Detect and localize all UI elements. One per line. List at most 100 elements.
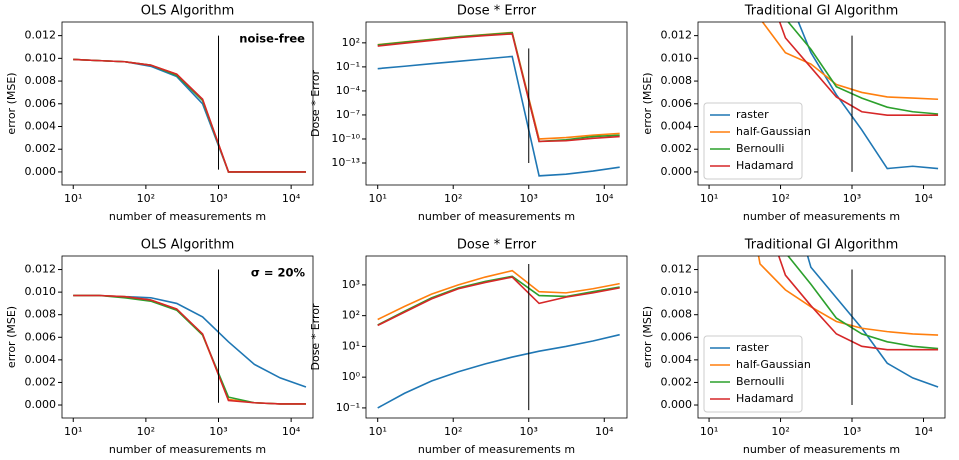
x-axis-label: number of measurements m	[743, 443, 900, 456]
y-tick-label: 0.004	[25, 353, 57, 366]
x-tick-label: 10²	[771, 425, 789, 438]
annotation: noise-free	[239, 32, 305, 46]
x-tick-label: 10²	[137, 425, 155, 438]
x-tick-label: 10³	[520, 425, 538, 438]
x-tick-label: 10¹	[368, 192, 386, 205]
x-axis-label: number of measurements m	[418, 210, 575, 223]
series-line	[377, 269, 620, 321]
x-tick-label: 10⁴	[282, 192, 301, 205]
y-tick-label: 0.006	[661, 97, 693, 110]
series-line	[73, 58, 306, 173]
y-axis-label: error (MSE)	[5, 306, 18, 368]
x-tick-label: 10¹	[64, 192, 82, 205]
y-tick-label: 0.002	[661, 375, 693, 388]
chart-title: Dose * Error	[457, 238, 537, 253]
series-line	[787, 256, 939, 350]
series-line	[73, 58, 306, 173]
axes-frame	[61, 21, 314, 186]
annotation: σ = 20%	[251, 266, 306, 280]
x-tick-label: 10¹	[64, 425, 82, 438]
x-tick-label: 10⁴	[914, 425, 933, 438]
y-tick-label: 10⁻⁴	[336, 84, 361, 97]
plot-area	[377, 31, 620, 177]
x-axis-label: number of measurements m	[418, 443, 575, 456]
legend-label: raster	[736, 108, 769, 121]
series-line	[777, 256, 939, 351]
series-line	[73, 58, 306, 173]
y-tick-label: 10⁻¹	[336, 401, 360, 414]
y-tick-label: 0.008	[661, 308, 693, 321]
x-tick-label: 10³	[843, 425, 861, 438]
axes-frame	[61, 255, 314, 419]
y-tick-label: 10⁻¹³	[331, 156, 360, 169]
x-tick-label: 10⁴	[595, 425, 614, 438]
plot-area	[757, 256, 939, 406]
series-line	[761, 22, 939, 101]
y-tick-label: 0.012	[661, 29, 693, 42]
legend-label: raster	[736, 341, 769, 354]
x-tick-label: 10³	[209, 192, 227, 205]
chart-title: OLS Algorithm	[141, 238, 235, 253]
x-tick-label: 10²	[771, 192, 789, 205]
x-tick-label: 10²	[444, 192, 462, 205]
y-tick-label: 0.010	[661, 285, 693, 298]
y-tick-label: 0.012	[25, 263, 57, 276]
axes-frame	[365, 21, 628, 186]
y-axis-label: error (MSE)	[641, 72, 654, 134]
series-line	[377, 55, 620, 177]
y-tick-label: 0.000	[661, 398, 693, 411]
y-tick-label: 0.010	[25, 285, 57, 298]
y-tick-label: 10⁻⁷	[336, 108, 360, 121]
y-tick-label: 0.006	[661, 330, 693, 343]
y-tick-label: 10²	[342, 309, 360, 322]
series-line	[377, 333, 620, 409]
y-axis-label: Dose * Error	[309, 70, 322, 137]
series-line	[377, 31, 620, 143]
y-tick-label: 10¹	[342, 339, 360, 352]
series-line	[377, 275, 620, 326]
y-tick-label: 0.010	[25, 51, 57, 64]
y-tick-label: 0.002	[25, 375, 57, 388]
chart-title: Traditional GI Algorithm	[744, 238, 899, 253]
x-tick-label: 10¹	[368, 425, 386, 438]
y-tick-label: 0.006	[25, 330, 57, 343]
y-tick-label: 10³	[342, 278, 360, 291]
y-tick-label: 10²	[342, 36, 360, 49]
series-line	[377, 33, 620, 143]
series-line	[73, 58, 306, 173]
x-tick-label: 10³	[520, 192, 538, 205]
y-tick-label: 10⁻¹⁰	[331, 132, 360, 145]
y-tick-label: 10⁻¹	[336, 60, 360, 73]
series-line	[806, 256, 939, 388]
y-tick-label: 0.008	[25, 74, 57, 87]
y-axis-label: Dose * Error	[309, 303, 322, 370]
x-tick-label: 10³	[209, 425, 227, 438]
x-tick-label: 10⁴	[595, 192, 614, 205]
y-axis-label: error (MSE)	[5, 72, 18, 134]
legend-box	[703, 335, 803, 413]
y-tick-label: 0.006	[25, 97, 57, 110]
y-axis-label: error (MSE)	[641, 306, 654, 368]
y-tick-label: 0.000	[25, 165, 57, 178]
legend-label: Bernoulli	[736, 375, 785, 388]
legend-label: Hadamard	[736, 159, 794, 172]
legend-label: Hadamard	[736, 392, 794, 405]
series-line	[73, 294, 307, 388]
y-tick-label: 0.008	[661, 74, 693, 87]
x-tick-label: 10³	[843, 192, 861, 205]
x-tick-label: 10⁴	[282, 425, 301, 438]
series-line	[778, 22, 939, 116]
y-tick-label: 0.010	[661, 51, 693, 64]
x-tick-label: 10¹	[700, 425, 718, 438]
y-tick-label: 0.004	[25, 120, 57, 133]
plot-area	[73, 35, 306, 173]
x-axis-label: number of measurements m	[109, 443, 266, 456]
legend-box	[703, 102, 803, 180]
y-tick-label: 10⁰	[342, 370, 361, 383]
legend-label: half-Gaussian	[736, 125, 811, 138]
x-axis-label: number of measurements m	[743, 210, 900, 223]
series-line	[757, 256, 939, 336]
axes-frame	[365, 255, 628, 419]
chart-title: Traditional GI Algorithm	[744, 4, 899, 19]
series-line	[377, 276, 620, 327]
